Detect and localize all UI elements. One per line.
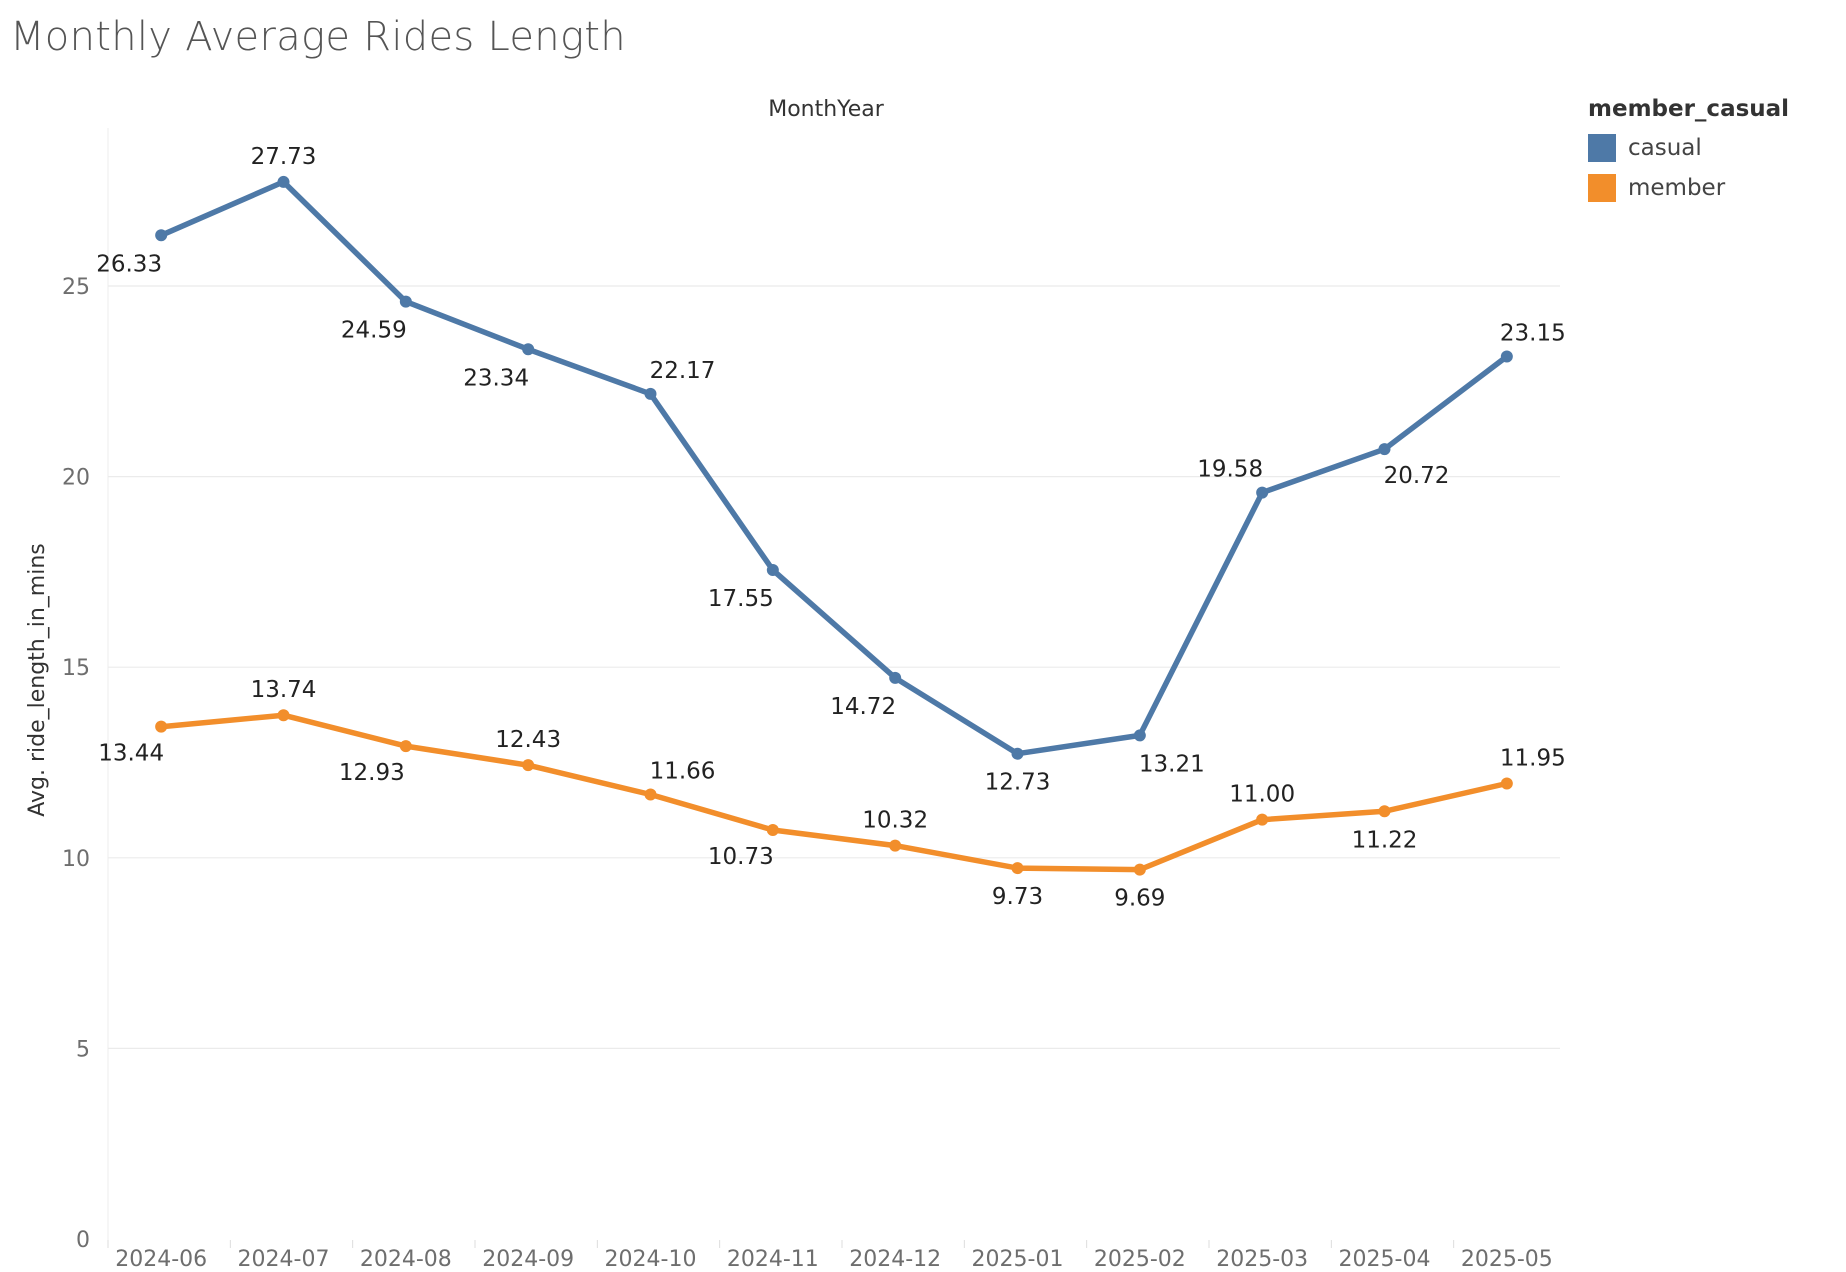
x-tick-label-2025-05: 2025-05 [1461,1247,1553,1272]
x-tick-label-2024-08: 2024-08 [360,1247,452,1272]
x-tick-label-2024-09: 2024-09 [482,1247,574,1272]
chart-title: Monthly Average Rides Length [10,14,626,60]
data-point-member-2025-03 [1256,813,1269,826]
x-tick-label-2025-03: 2025-03 [1216,1247,1308,1272]
data-point-member-2024-06 [155,720,168,733]
data-point-casual-2024-10 [644,387,657,400]
data-point-casual-2025-02 [1133,729,1146,742]
y-tick-label-0: 0 [76,1228,90,1253]
data-point-member-2024-09 [522,759,535,772]
legend-item-casual[interactable]: casual [1588,128,1789,168]
y-axis: 0 5 10 15 20 25 [62,275,90,1253]
y-tick-label-15: 15 [62,656,90,681]
data-label-casual-2024-07: 27.73 [251,144,317,170]
series-casual: 26.33 27.73 24.59 23.34 22.17 17.55 14.72 12.73… [96,144,1566,796]
data-point-member-2024-10 [644,788,657,801]
legend-swatch-member [1588,174,1616,202]
data-point-casual-2024-11 [766,563,779,576]
data-label-casual-2025-05: 23.15 [1500,321,1566,347]
data-label-casual-2024-09: 23.34 [463,365,529,391]
data-label-member-2025-01: 9.73 [992,884,1043,910]
data-label-casual-2025-04: 20.72 [1384,463,1450,489]
x-tick-label-2025-04: 2025-04 [1339,1247,1431,1272]
data-label-casual-2025-03: 19.58 [1197,457,1263,483]
data-label-member-2024-11: 10.73 [708,844,774,870]
data-point-member-2025-05 [1500,777,1513,790]
legend-swatch-casual [1588,134,1616,162]
data-label-member-2025-05: 11.95 [1500,745,1566,771]
data-label-casual-2025-01: 12.73 [985,770,1051,796]
data-point-member-2024-08 [399,740,412,753]
gridlines [107,128,1560,1240]
data-point-member-2024-12 [889,839,902,852]
data-point-casual-2025-01 [1011,747,1024,760]
series-line-casual [158,179,1510,757]
x-axis-title: MonthYear [768,97,884,122]
data-label-member-2024-09: 12.43 [495,727,561,753]
data-label-casual-2024-08: 24.59 [341,318,407,344]
series-line-member [158,712,1510,873]
data-point-member-2025-02 [1133,863,1146,876]
data-point-member-2025-04 [1378,805,1391,818]
y-tick-label-25: 25 [62,275,90,300]
x-tick-label-2024-11: 2024-11 [727,1247,819,1272]
y-tick-label-20: 20 [62,466,90,491]
legend[interactable]: member_casual casual member [1588,96,1789,208]
data-label-casual-2024-10: 22.17 [650,358,716,384]
data-label-member-2024-07: 13.74 [251,677,317,703]
data-point-casual-2024-08 [399,295,412,308]
legend-item-member[interactable]: member [1588,168,1789,208]
series-member: 13.44 13.74 12.93 12.43 11.66 10.73 10.32 9.73 9… [98,677,1566,911]
data-label-member-2024-06: 13.44 [98,741,164,767]
data-label-casual-2024-11: 17.55 [708,586,774,612]
x-tick-label-2024-06: 2024-06 [115,1247,207,1272]
data-label-member-2025-03: 11.00 [1229,782,1295,808]
y-tick-label-5: 5 [76,1037,90,1062]
data-label-member-2024-10: 11.66 [650,759,716,785]
x-tick-label-2025-01: 2025-01 [972,1247,1064,1272]
x-tick-label-2024-10: 2024-10 [605,1247,697,1272]
x-tick-label-2024-12: 2024-12 [849,1247,941,1272]
data-point-casual-2025-05 [1500,350,1513,363]
data-label-casual-2024-12: 14.72 [830,694,896,720]
y-axis-title: Avg. ride_length_in_mins [25,543,50,817]
data-label-member-2024-08: 12.93 [339,760,405,786]
data-label-casual-2025-02: 13.21 [1139,751,1205,777]
data-point-casual-2024-12 [889,671,902,684]
data-label-member-2024-12: 10.32 [862,808,928,834]
data-label-casual-2024-06: 26.33 [96,251,162,277]
data-label-member-2025-04: 11.22 [1352,827,1418,853]
x-axis: 2024-06 2024-07 2024-08 2024-09 2024-10 2024-… [107,1240,1553,1272]
x-tick-label-2024-07: 2024-07 [238,1247,330,1272]
data-point-member-2024-07 [277,709,290,722]
data-label-member-2025-02: 9.69 [1114,886,1165,912]
x-tick-label-2025-02: 2025-02 [1094,1247,1186,1272]
data-point-casual-2025-03 [1256,486,1269,499]
data-point-casual-2024-07 [277,175,290,188]
data-point-casual-2024-09 [522,343,535,356]
data-point-casual-2024-06 [155,229,168,242]
legend-label-member: member [1628,175,1726,201]
y-tick-label-10: 10 [62,847,90,872]
data-point-member-2025-01 [1011,862,1024,875]
series-layer: 26.33 27.73 24.59 23.34 22.17 17.55 14.72 12.73… [96,144,1566,912]
data-point-casual-2025-04 [1378,443,1391,456]
legend-title: member_casual [1588,96,1790,122]
data-point-member-2024-11 [766,823,779,836]
legend-label-casual: casual [1628,135,1702,161]
